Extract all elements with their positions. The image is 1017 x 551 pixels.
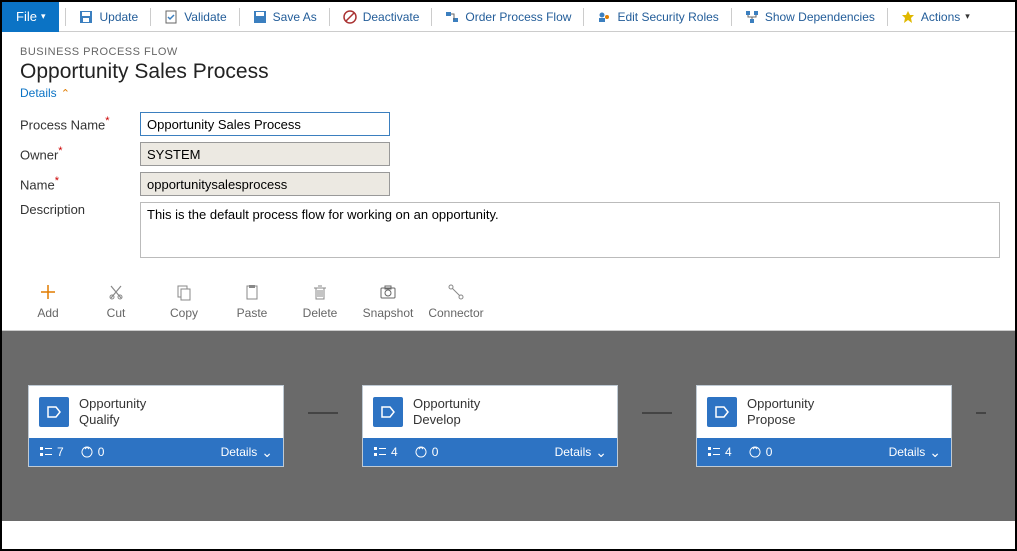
form: Process Name* Owner* Name* Description T… [2,104,1015,272]
copy-label: Copy [170,306,198,320]
stage-title: OpportunityPropose [747,396,814,427]
connector-icon [446,282,466,302]
deactivate-label: Deactivate [363,10,420,24]
paste-button[interactable]: Paste [228,282,276,320]
snapshot-button[interactable]: Snapshot [364,282,412,320]
main-toolbar: File Update Validate Save As Deactivate … [2,2,1015,32]
separator [583,8,584,26]
actions-menu-button[interactable]: Actions [894,2,976,32]
plus-icon [38,282,58,302]
stage-branches-count: 0 [414,445,439,459]
update-button[interactable]: Update [72,2,144,32]
paste-icon [242,282,262,302]
save-icon [78,9,94,25]
connector-line [642,412,672,414]
copy-button[interactable]: Copy [160,282,208,320]
stage-details-button[interactable]: Details [889,444,941,461]
stage-steps-count: 4 [707,445,732,459]
edit-roles-label: Edit Security Roles [617,10,718,24]
snapshot-label: Snapshot [363,306,414,320]
camera-icon [378,282,398,302]
breadcrumb: BUSINESS PROCESS FLOW [20,46,997,58]
connector-label: Connector [428,306,483,320]
cut-icon [106,282,126,302]
process-name-input[interactable] [140,112,390,136]
delete-button[interactable]: Delete [296,282,344,320]
stage-branches-count: 0 [80,445,105,459]
separator [731,8,732,26]
description-label: Description [20,202,140,217]
update-label: Update [99,10,138,24]
connector-line [308,412,338,414]
add-button[interactable]: Add [24,282,72,320]
separator [150,8,151,26]
separator [431,8,432,26]
details-toggle[interactable]: Details [20,86,70,100]
designer-canvas[interactable]: OpportunityQualify 7 0 Details Opportuni… [2,331,1015,521]
show-deps-label: Show Dependencies [765,10,875,24]
show-deps-button[interactable]: Show Dependencies [738,2,881,32]
stage-card[interactable]: OpportunityDevelop 4 0 Details [362,385,618,467]
name-label: Name* [20,175,140,192]
separator [65,8,66,26]
file-menu-button[interactable]: File [2,2,59,32]
trash-icon [310,282,330,302]
stage-steps-count: 7 [39,445,64,459]
stage-details-button[interactable]: Details [221,444,273,461]
stage-steps-count: 4 [373,445,398,459]
edit-roles-button[interactable]: Edit Security Roles [590,2,724,32]
name-input[interactable] [140,172,390,196]
stage-card[interactable]: OpportunityPropose 4 0 Details [696,385,952,467]
page-title: Opportunity Sales Process [20,60,997,84]
stage-details-button[interactable]: Details [555,444,607,461]
stage-icon [707,397,737,427]
deactivate-button[interactable]: Deactivate [336,2,426,32]
order-flow-button[interactable]: Order Process Flow [438,2,577,32]
save-as-button[interactable]: Save As [246,2,323,32]
actions-label: Actions [921,10,960,24]
delete-label: Delete [303,306,338,320]
stage-branches-count: 0 [748,445,773,459]
process-name-label: Process Name* [20,115,140,132]
description-input[interactable]: This is the default process flow for wor… [140,202,1000,258]
cut-button[interactable]: Cut [92,282,140,320]
connector-button[interactable]: Connector [432,282,480,320]
order-flow-icon [444,9,460,25]
owner-input[interactable] [140,142,390,166]
deactivate-icon [342,9,358,25]
designer-toolbar: Add Cut Copy Paste Delete Snapshot Conne… [2,272,1015,331]
separator [887,8,888,26]
stage-icon [373,397,403,427]
order-flow-label: Order Process Flow [465,10,571,24]
dependencies-icon [744,9,760,25]
save-as-icon [252,9,268,25]
separator [239,8,240,26]
save-as-label: Save As [273,10,317,24]
header: BUSINESS PROCESS FLOW Opportunity Sales … [2,32,1015,104]
add-label: Add [37,306,58,320]
validate-icon [163,9,179,25]
copy-icon [174,282,194,302]
security-icon [596,9,612,25]
stage-title: OpportunityDevelop [413,396,480,427]
actions-icon [900,9,916,25]
connector-line [976,412,986,414]
cut-label: Cut [107,306,126,320]
stage-card[interactable]: OpportunityQualify 7 0 Details [28,385,284,467]
stage-icon [39,397,69,427]
separator [329,8,330,26]
validate-button[interactable]: Validate [157,2,232,32]
paste-label: Paste [237,306,268,320]
validate-label: Validate [184,10,226,24]
stage-title: OpportunityQualify [79,396,146,427]
owner-label: Owner* [20,145,140,162]
